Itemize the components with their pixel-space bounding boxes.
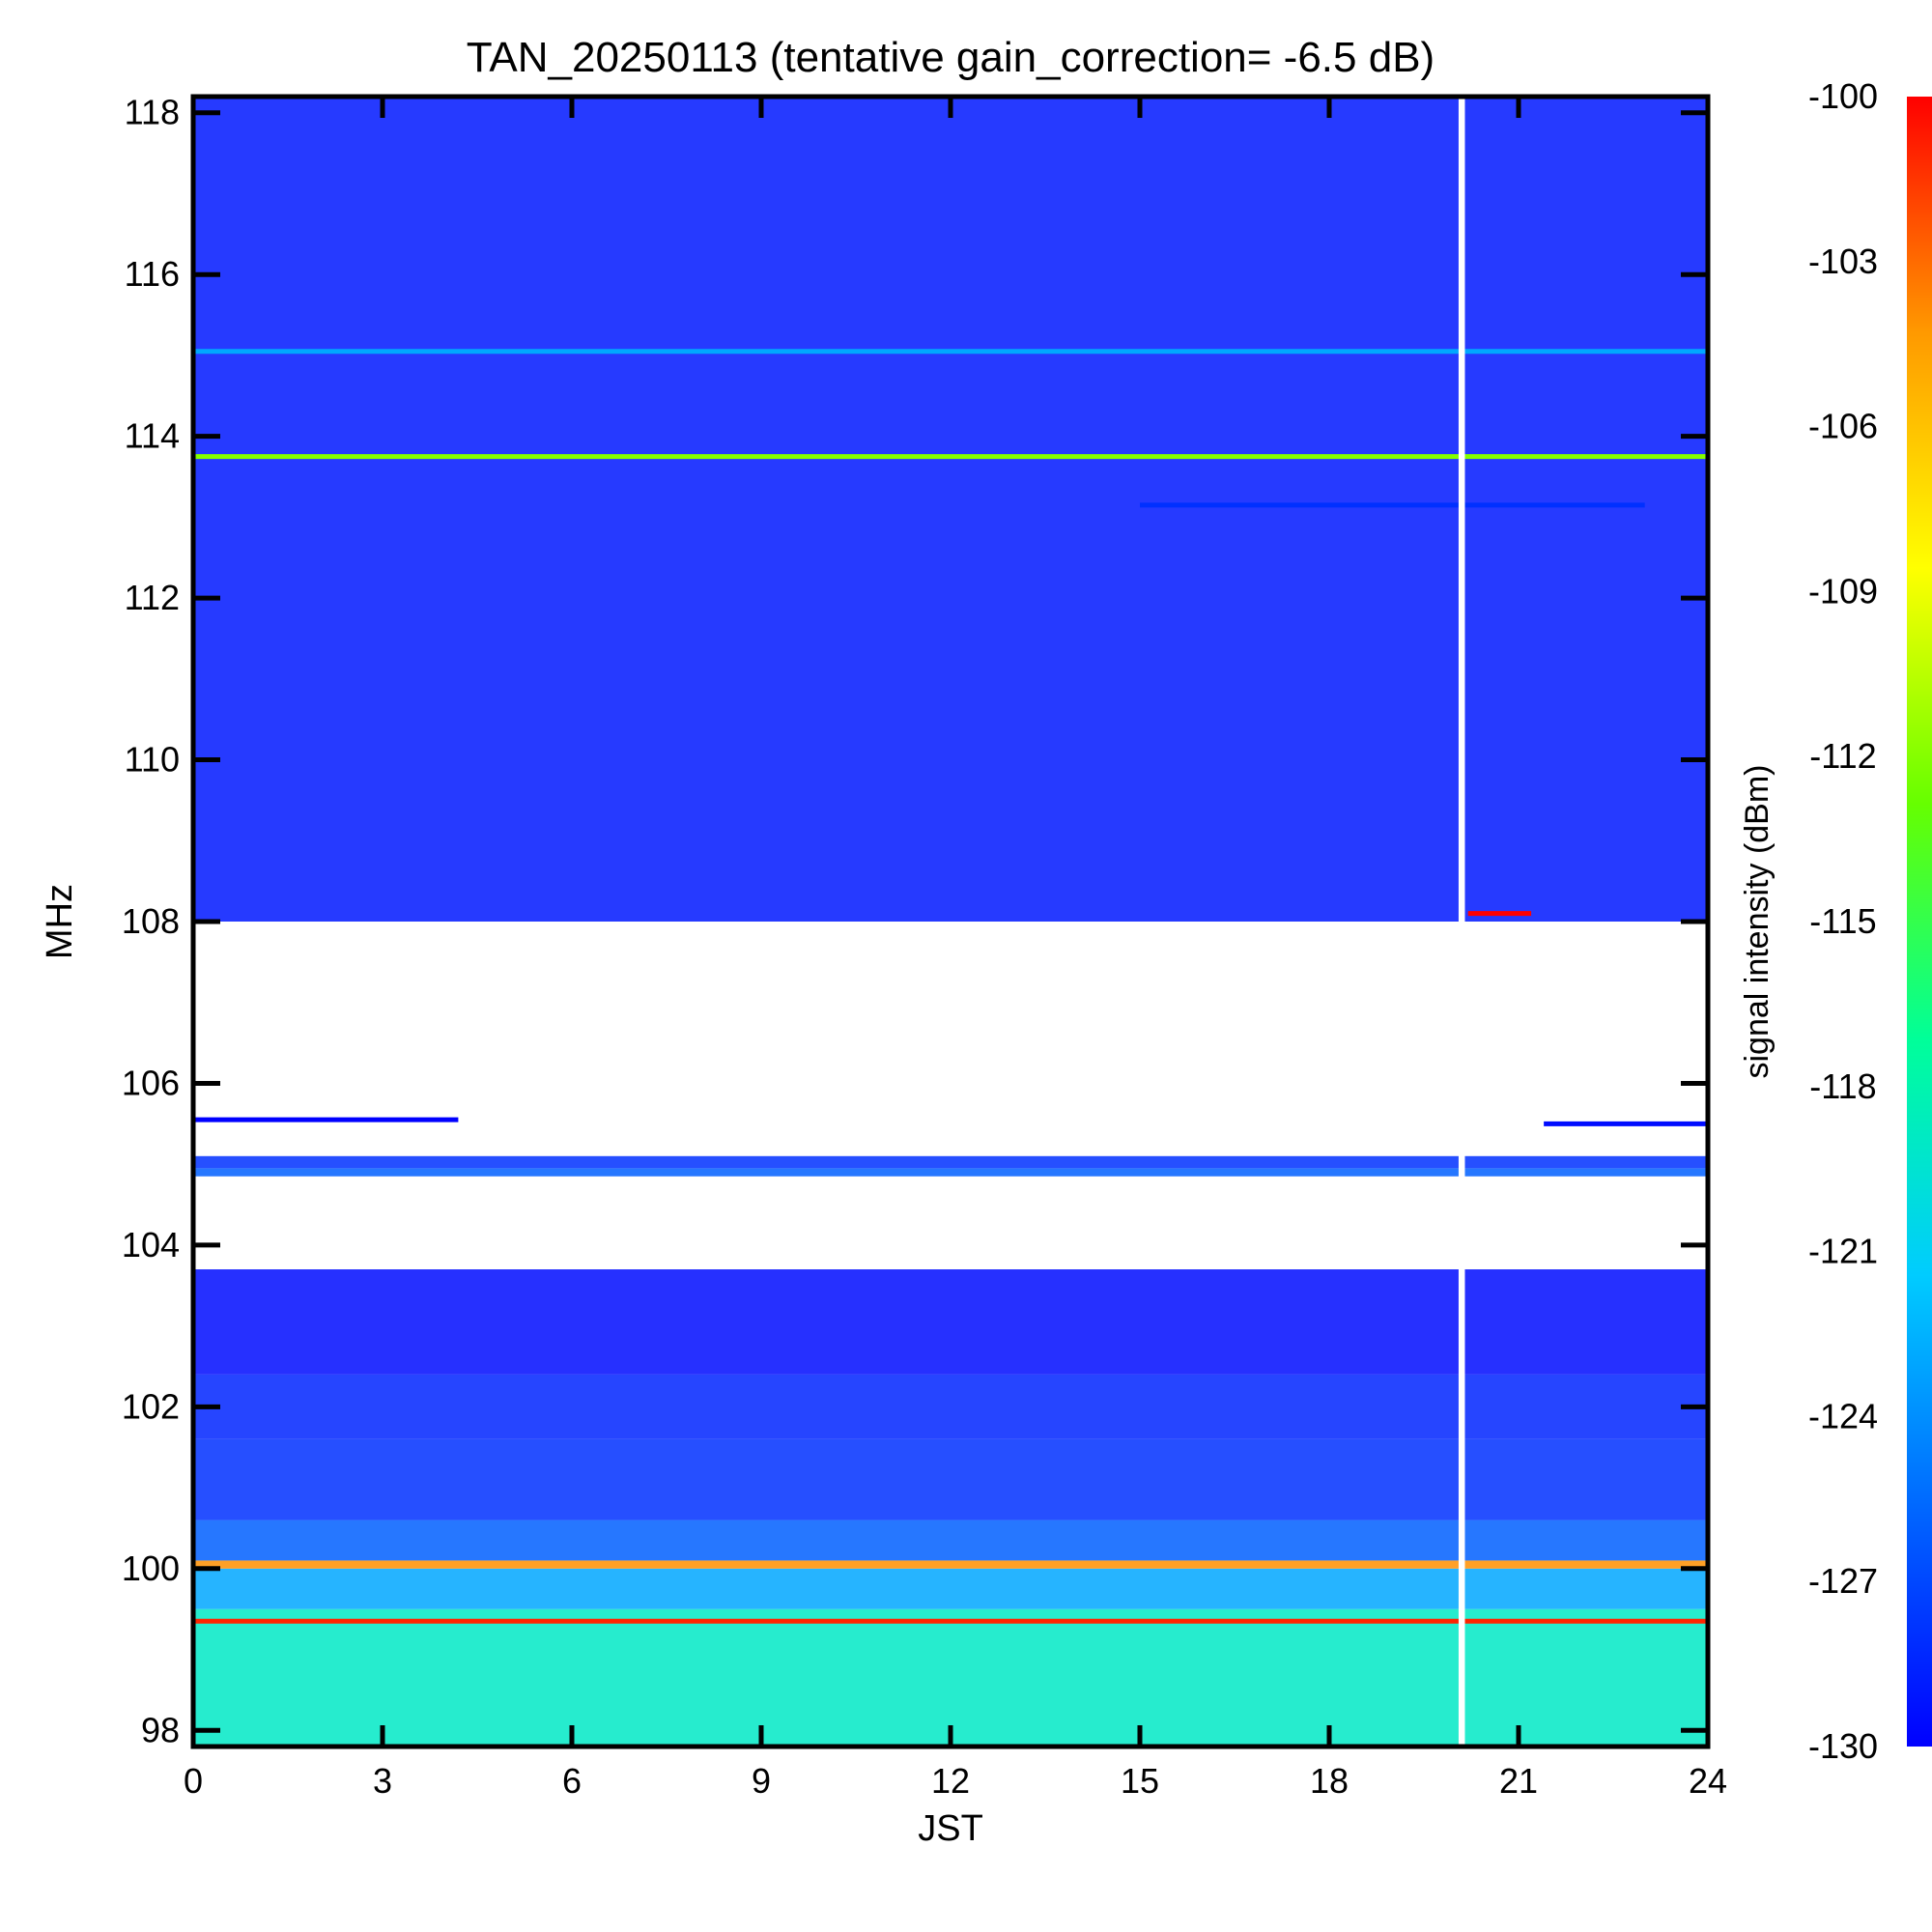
heatmap-band [193, 97, 1708, 922]
x-tick-label: 24 [1689, 1761, 1727, 1801]
heatmap-band [193, 1608, 1708, 1747]
y-tick-label: 118 [125, 93, 180, 132]
heatmap-band [193, 1438, 1708, 1520]
y-tick-label: 100 [122, 1548, 180, 1588]
y-tick-label: 114 [125, 416, 180, 456]
colorbar-tick-label: -130 [1808, 1726, 1878, 1766]
y-tick-label: 102 [122, 1386, 180, 1426]
colorbar-tick-label: -109 [1808, 571, 1878, 611]
y-tick-label: 106 [122, 1063, 180, 1102]
colorbar [1907, 97, 1932, 1747]
heatmap-band [193, 1168, 1708, 1177]
y-axis-label: MHz [40, 884, 80, 959]
x-axis-label: JST [918, 1808, 983, 1849]
y-tick-label: 110 [125, 740, 180, 780]
colorbar-label: signal intensity (dBm) [1739, 764, 1776, 1078]
chart-title: TAN_20250113 (tentative gain_correction=… [467, 34, 1435, 81]
colorbar-tick-label: -121 [1808, 1232, 1878, 1271]
x-tick-label: 0 [184, 1761, 203, 1801]
heatmap-band [193, 1155, 1708, 1169]
heatmap-band [193, 1269, 1708, 1375]
x-tick-label: 15 [1121, 1761, 1159, 1801]
axes: 0 3 6 9 12 15 18 21 24 98 100 102 104 106 108 110 112 114… [122, 93, 1727, 1801]
x-tick-label: 6 [562, 1761, 582, 1801]
heatmap-band [193, 1374, 1708, 1439]
colorbar-tick-label: -106 [1808, 407, 1878, 446]
colorbar-tick-label: -115 [1809, 901, 1876, 941]
heatmap-band [193, 1560, 1708, 1569]
colorbar-tick-label: -100 [1808, 76, 1878, 116]
x-tick-label: 12 [931, 1761, 970, 1801]
colorbar-tick-label: -112 [1809, 736, 1876, 776]
x-tick-label: 18 [1310, 1761, 1349, 1801]
colorbar-ticks: -100 -103 -106 -109 -112 -115 -118 -121 -124 -127… [1808, 76, 1878, 1766]
x-tick-label: 9 [752, 1761, 771, 1801]
colorbar-tick-label: -118 [1809, 1066, 1876, 1106]
y-tick-label: 112 [125, 578, 180, 617]
heatmap-band [193, 1520, 1708, 1561]
colorbar-tick-label: -124 [1808, 1396, 1878, 1435]
colorbar-tick-label: -103 [1808, 242, 1878, 281]
missing-data-gap [1458, 97, 1465, 1747]
y-tick-label: 104 [122, 1225, 180, 1264]
y-tick-label: 116 [125, 254, 180, 294]
y-tick-label: 108 [122, 901, 180, 941]
colorbar-tick-label: -127 [1808, 1561, 1878, 1601]
plot-area [193, 97, 1708, 1747]
x-tick-label: 3 [373, 1761, 392, 1801]
y-tick-label: 98 [141, 1710, 180, 1749]
x-tick-label: 21 [1499, 1761, 1538, 1801]
heatmap-band [193, 1568, 1708, 1609]
